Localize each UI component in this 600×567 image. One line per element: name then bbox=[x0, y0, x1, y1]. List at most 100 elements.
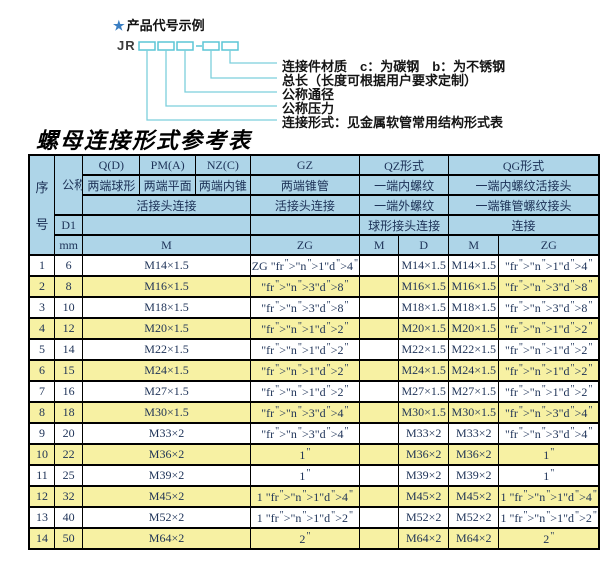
header-gz-desc: 两端锥管 bbox=[249, 174, 361, 196]
qg-m-cell: M22×1.5 bbox=[448, 338, 500, 361]
header-col-qg: QG形式 bbox=[448, 154, 600, 176]
dn-cell: 40 bbox=[54, 506, 84, 529]
code-box-2 bbox=[157, 41, 175, 51]
connector-line-1 bbox=[229, 50, 277, 64]
header-qz-d: D bbox=[398, 234, 450, 256]
dn-cell: 12 bbox=[54, 317, 84, 340]
diagram-label-pressure: 公称压力 bbox=[282, 101, 335, 116]
header-nz-desc: 两端内锥 bbox=[194, 174, 251, 196]
connector-line-4 bbox=[165, 50, 277, 107]
table-row: 1 6 M14×1.5 ZG "fr">"n">1"d">4" M14×1.5 M14×1… bbox=[28, 254, 600, 277]
qz-m-cell bbox=[359, 275, 400, 298]
table-row: 10 22 M36×2 1" M36×2 M36×2 1" bbox=[28, 443, 600, 466]
dn-cell: 20 bbox=[54, 422, 84, 445]
qz-d-cell: M20×1.5 bbox=[398, 317, 450, 340]
connector-line-3 bbox=[184, 50, 277, 93]
table-row: 2 8 M16×1.5 "fr">"n">3"d">8" M16×1.5 M16×1.5 "… bbox=[28, 275, 600, 298]
dn-cell: 16 bbox=[54, 380, 84, 403]
header-gz-connection: 活接头连接 bbox=[249, 194, 361, 216]
table-row: 11 25 M39×2 1" M39×2 M39×2 1" bbox=[28, 464, 600, 487]
zg-cell: "fr">"n">1"d">2" bbox=[249, 338, 361, 361]
qg-zg-cell: "fr">"n">3"d">4" bbox=[498, 401, 600, 424]
zg-cell: "fr">"n">3"d">8" bbox=[249, 275, 361, 298]
zg-cell: ZG "fr">"n">1"d">4" bbox=[249, 254, 361, 277]
qz-d-cell: M18×1.5 bbox=[398, 296, 450, 319]
zg-cell: "fr">"n">3"d">4" bbox=[249, 422, 361, 445]
zg-cell: 1" bbox=[249, 443, 361, 466]
qz-d-cell: M16×1.5 bbox=[398, 275, 450, 298]
code-box-4 bbox=[202, 41, 220, 51]
dn-cell: 25 bbox=[54, 464, 84, 487]
qz-m-cell bbox=[359, 506, 400, 529]
diagram-label-diameter: 公称通径 bbox=[282, 87, 335, 102]
qz-d-cell: M14×1.5 bbox=[398, 254, 450, 277]
header-qg-zg: ZG bbox=[498, 234, 600, 256]
dn-cell: 15 bbox=[54, 359, 84, 382]
code-example-heading: ★ 产品代号示例 bbox=[113, 15, 205, 34]
connector-line-2 bbox=[210, 50, 277, 79]
m-cell: M22×1.5 bbox=[82, 338, 251, 361]
dn-cell: 6 bbox=[54, 254, 84, 277]
qg-m-cell: M64×2 bbox=[448, 527, 500, 550]
qz-m-cell bbox=[359, 254, 400, 277]
qg-m-cell: M20×1.5 bbox=[448, 317, 500, 340]
qg-zg-cell: "fr">"n">3"d">4" bbox=[498, 422, 600, 445]
m-cell: M64×2 bbox=[82, 527, 251, 550]
table-row: 14 50 M64×2 2" M64×2 M64×2 2" bbox=[28, 527, 600, 550]
star-icon: ★ bbox=[113, 18, 125, 33]
m-cell: M30×1.5 bbox=[82, 401, 251, 424]
header-pm-desc: 两端平面 bbox=[139, 174, 196, 196]
seq-cell: 10 bbox=[28, 443, 56, 466]
table-header: 序号 公称通径 Q(D) PM(A) NZ(C) GZ QZ形式 QG形式 两端… bbox=[28, 154, 600, 256]
qg-m-cell: M16×1.5 bbox=[448, 275, 500, 298]
code-box-3 bbox=[176, 41, 194, 51]
header-qg-m: M bbox=[448, 234, 500, 256]
qz-d-cell: M22×1.5 bbox=[398, 338, 450, 361]
dn-cell: 18 bbox=[54, 401, 84, 424]
m-cell: M39×2 bbox=[82, 464, 251, 487]
product-code-diagram: ★ 产品代号示例 JR 连接件材质 c：为碳钢 b：为不锈钢 总长（长度可根据用户… bbox=[0, 0, 600, 150]
qg-m-cell: M36×2 bbox=[448, 443, 500, 466]
header-col-gz: GZ bbox=[249, 154, 361, 176]
table-row: 6 15 M24×1.5 "fr">"n">1"d">2" M24×1.5 M24×1.5… bbox=[28, 359, 600, 382]
header-qz-desc1: 一端内螺纹 bbox=[359, 174, 450, 196]
diagram-label-connection: 连接形式：见金属软管常用结构形式表 bbox=[282, 115, 504, 130]
diagram-label-material: 连接件材质 c：为碳钢 b：为不锈钢 bbox=[282, 59, 506, 74]
header-d1: D1 bbox=[54, 214, 84, 236]
zg-cell: "fr">"n">1"d">2" bbox=[249, 317, 361, 340]
qg-zg-cell: 1" bbox=[498, 464, 600, 487]
header-col-q: Q(D) bbox=[82, 154, 141, 176]
seq-cell: 2 bbox=[28, 275, 56, 298]
dn-cell: 10 bbox=[54, 296, 84, 319]
seq-cell: 14 bbox=[28, 527, 56, 550]
header-empty-gz bbox=[249, 214, 361, 236]
qz-m-cell bbox=[359, 338, 400, 361]
qz-m-cell bbox=[359, 527, 400, 550]
seq-cell: 11 bbox=[28, 464, 56, 487]
header-mm: mm bbox=[54, 234, 84, 256]
table-row: 4 12 M20×1.5 "fr">"n">1"d">2" M20×1.5 M20×1.5… bbox=[28, 317, 600, 340]
zg-cell: 1" bbox=[249, 464, 361, 487]
seq-cell: 9 bbox=[28, 422, 56, 445]
qg-m-cell: M18×1.5 bbox=[448, 296, 500, 319]
zg-cell: "fr">"n">1"d">2" bbox=[249, 359, 361, 382]
seq-cell: 13 bbox=[28, 506, 56, 529]
header-empty-wide bbox=[82, 214, 251, 236]
qz-m-cell bbox=[359, 443, 400, 466]
qg-m-cell: M24×1.5 bbox=[448, 359, 500, 382]
table-body: 1 6 M14×1.5 ZG "fr">"n">1"d">4" M14×1.5 M14×1… bbox=[28, 254, 600, 550]
dn-cell: 50 bbox=[54, 527, 84, 550]
table-row: 9 20 M33×2 "fr">"n">3"d">4" M33×2 M33×2 "fr">"… bbox=[28, 422, 600, 445]
qz-m-cell bbox=[359, 359, 400, 382]
qg-m-cell: M39×2 bbox=[448, 464, 500, 487]
dn-cell: 14 bbox=[54, 338, 84, 361]
dn-cell: 32 bbox=[54, 485, 84, 508]
header-qz-desc2: 一端外螺纹 bbox=[359, 194, 450, 216]
qz-m-cell bbox=[359, 422, 400, 445]
nut-connection-reference-table: 序号 公称通径 Q(D) PM(A) NZ(C) GZ QZ形式 QG形式 两端… bbox=[28, 154, 600, 550]
qg-zg-cell: "fr">"n">1"d">2" bbox=[498, 317, 600, 340]
header-qz-connection: 球形接头连接 bbox=[359, 214, 450, 236]
table-row: 13 40 M52×2 1 "fr">"n">1"d">2" M52×2 M52×2 1 "… bbox=[28, 506, 600, 529]
zg-cell: "fr">"n">3"d">8" bbox=[249, 296, 361, 319]
qz-d-cell: M30×1.5 bbox=[398, 401, 450, 424]
